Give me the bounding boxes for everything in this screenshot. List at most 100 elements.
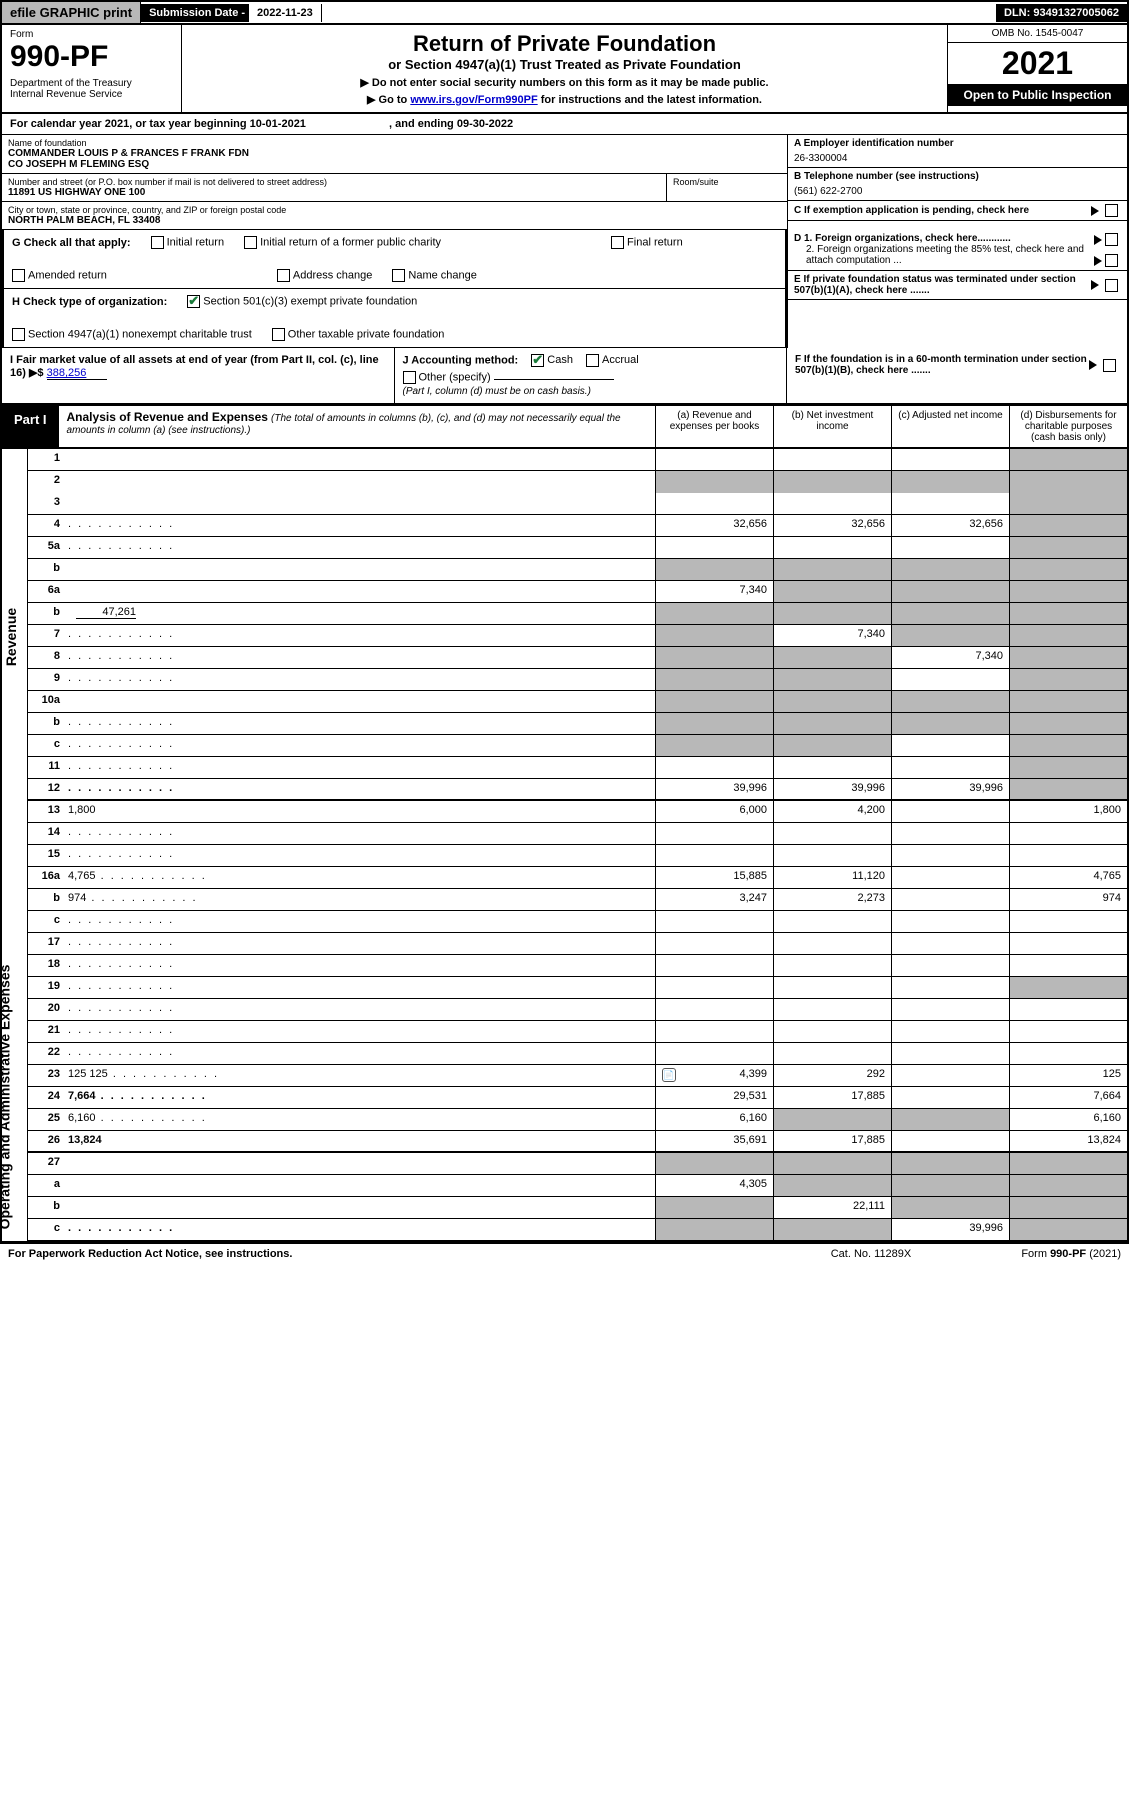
row-description bbox=[64, 735, 655, 756]
row-description bbox=[64, 1175, 655, 1196]
table-row: b bbox=[28, 713, 1127, 735]
inspection-label: Open to Public Inspection bbox=[948, 84, 1127, 106]
g-check-row: G Check all that apply: Initial return I… bbox=[2, 230, 787, 289]
form-header: Form 990-PF Department of the Treasury I… bbox=[0, 25, 1129, 114]
cell-a bbox=[655, 955, 773, 976]
j-accrual-checkbox[interactable] bbox=[586, 354, 599, 367]
row-number: b bbox=[28, 889, 64, 910]
col-d-header: (d) Disbursements for charitable purpose… bbox=[1009, 406, 1127, 447]
row-number: 16a bbox=[28, 867, 64, 888]
cell-b bbox=[773, 1219, 891, 1240]
inline-value: 47,261 bbox=[76, 606, 136, 619]
g-initial-public-checkbox[interactable] bbox=[244, 236, 257, 249]
cell-d bbox=[1009, 1197, 1127, 1218]
j-cash-checkbox[interactable] bbox=[531, 354, 544, 367]
cell-b: 7,340 bbox=[773, 625, 891, 646]
cell-a bbox=[655, 933, 773, 954]
table-row: 15 bbox=[28, 845, 1127, 867]
table-row: c bbox=[28, 911, 1127, 933]
g-amended-checkbox[interactable] bbox=[12, 269, 25, 282]
cell-d bbox=[1009, 559, 1127, 580]
row-number: 19 bbox=[28, 977, 64, 998]
g-name-checkbox[interactable] bbox=[392, 269, 405, 282]
table-row: 23125 125📄4,399292125 bbox=[28, 1065, 1127, 1087]
g-address-checkbox[interactable] bbox=[277, 269, 290, 282]
revenue-label: Revenue bbox=[3, 608, 19, 666]
table-row: 1239,99639,99639,996 bbox=[28, 779, 1127, 801]
g-initial-checkbox[interactable] bbox=[151, 236, 164, 249]
row-number: 17 bbox=[28, 933, 64, 954]
side-labels: Revenue Operating and Administrative Exp… bbox=[2, 449, 28, 1241]
top-bar: efile GRAPHIC print Submission Date - 20… bbox=[0, 0, 1129, 25]
row-description bbox=[64, 647, 655, 668]
schedule-icon[interactable]: 📄 bbox=[662, 1068, 676, 1082]
col-b-header: (b) Net investment income bbox=[773, 406, 891, 447]
h-label: H Check type of organization: bbox=[12, 296, 167, 308]
cell-b bbox=[773, 845, 891, 866]
cell-c bbox=[891, 911, 1009, 932]
row-description: 6,160 bbox=[64, 1109, 655, 1130]
table-row: 256,1606,1606,160 bbox=[28, 1109, 1127, 1131]
d2-label: 2. Foreign organizations meeting the 85%… bbox=[794, 244, 1094, 266]
row-description: 13,824 bbox=[64, 1131, 655, 1151]
h-other-checkbox[interactable] bbox=[272, 328, 285, 341]
j-other-checkbox[interactable] bbox=[403, 371, 416, 384]
f-checkbox[interactable] bbox=[1103, 359, 1116, 372]
table-row: 19 bbox=[28, 977, 1127, 999]
cell-a bbox=[655, 669, 773, 690]
city-label: City or town, state or province, country… bbox=[8, 205, 781, 215]
name-label: Name of foundation bbox=[8, 138, 781, 148]
row-description: 4,765 bbox=[64, 867, 655, 888]
table-row: 5a bbox=[28, 537, 1127, 559]
row-description bbox=[64, 537, 655, 558]
cell-c bbox=[891, 955, 1009, 976]
cell-b bbox=[773, 713, 891, 734]
row-number: 1 bbox=[28, 449, 64, 470]
cell-c bbox=[891, 559, 1009, 580]
table-row: c39,996 bbox=[28, 1219, 1127, 1241]
efile-label: efile GRAPHIC print bbox=[2, 2, 141, 23]
form990pf-link[interactable]: www.irs.gov/Form990PF bbox=[410, 94, 537, 106]
cell-c bbox=[891, 669, 1009, 690]
column-headers: (a) Revenue and expenses per books (b) N… bbox=[655, 406, 1127, 447]
row-number: c bbox=[28, 735, 64, 756]
cell-a bbox=[655, 471, 773, 493]
ein: 26-3300004 bbox=[794, 153, 1121, 164]
row-description bbox=[64, 691, 655, 712]
cell-a: 39,996 bbox=[655, 779, 773, 799]
table-row: 131,8006,0004,2001,800 bbox=[28, 801, 1127, 823]
cell-a: 15,885 bbox=[655, 867, 773, 888]
cell-a bbox=[655, 999, 773, 1020]
d2-checkbox[interactable] bbox=[1105, 254, 1118, 267]
cell-a bbox=[655, 757, 773, 778]
row-description bbox=[64, 713, 655, 734]
g-final-checkbox[interactable] bbox=[611, 236, 624, 249]
cell-c bbox=[891, 1021, 1009, 1042]
cell-c bbox=[891, 625, 1009, 646]
row-description: 7,664 bbox=[64, 1087, 655, 1108]
row-description: 974 bbox=[64, 889, 655, 910]
i-value[interactable]: 388,256 bbox=[47, 367, 107, 380]
cell-a: 32,656 bbox=[655, 515, 773, 536]
cell-b: 2,273 bbox=[773, 889, 891, 910]
e-checkbox[interactable] bbox=[1105, 279, 1118, 292]
row-description bbox=[64, 669, 655, 690]
cell-d bbox=[1009, 735, 1127, 756]
d1-checkbox[interactable] bbox=[1105, 233, 1118, 246]
footer-center: Cat. No. 11289X bbox=[771, 1248, 971, 1260]
table-row: 247,66429,53117,8857,664 bbox=[28, 1087, 1127, 1109]
cell-a bbox=[655, 691, 773, 712]
cell-c bbox=[891, 1065, 1009, 1086]
table-row: a4,305 bbox=[28, 1175, 1127, 1197]
cell-d bbox=[1009, 581, 1127, 602]
cell-d bbox=[1009, 625, 1127, 646]
c-checkbox[interactable] bbox=[1105, 204, 1118, 217]
table-row: 432,65632,65632,656 bbox=[28, 515, 1127, 537]
cell-a bbox=[655, 1219, 773, 1240]
f-label: F If the foundation is in a 60-month ter… bbox=[795, 354, 1089, 376]
cell-c bbox=[891, 537, 1009, 558]
h-501c3-checkbox[interactable] bbox=[187, 295, 200, 308]
h-4947-checkbox[interactable] bbox=[12, 328, 25, 341]
cell-c bbox=[891, 845, 1009, 866]
cell-a bbox=[655, 713, 773, 734]
